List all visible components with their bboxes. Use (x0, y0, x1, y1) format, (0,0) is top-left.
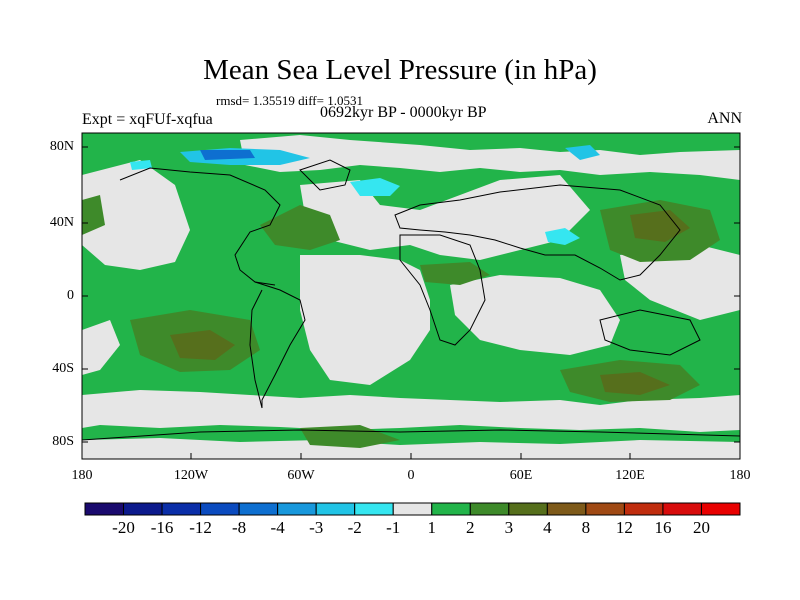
colorbar-box (662, 502, 702, 516)
colorbar-box (585, 502, 625, 516)
neutral-region (82, 160, 190, 270)
colorbar-label: 1 (427, 518, 437, 537)
colorbar-box (277, 502, 317, 516)
positive-region (420, 262, 490, 285)
colorbar-label: 2 (466, 518, 475, 537)
lon-label: 60W (287, 468, 315, 483)
season-label: ANN (707, 110, 742, 127)
positive-core (600, 372, 670, 395)
colorbar-box (546, 502, 587, 516)
coastlines (82, 159, 740, 441)
positive-region (82, 195, 105, 235)
stats-text: rmsd= 1.35519 diff= 1.0531 (216, 93, 363, 108)
positive-core (630, 210, 690, 242)
map-field (82, 133, 740, 459)
colorbar-label: -3 (309, 518, 324, 537)
colorbar-label: 12 (615, 518, 633, 537)
neutral-region (300, 175, 590, 260)
lon-label: 180 (729, 468, 751, 483)
lon-label: 120E (615, 468, 645, 483)
axis-ticks (82, 146, 740, 459)
negative-core (200, 150, 255, 160)
lon-label: 120W (173, 468, 209, 483)
colorbar-box (469, 502, 510, 516)
negative-region (130, 160, 152, 170)
colorbar-box (238, 502, 279, 516)
lat-label: 40S (52, 361, 74, 376)
colorbar-label: 20 (692, 518, 710, 537)
colorbar-label: -4 (270, 518, 285, 537)
colorbar-box (354, 502, 394, 516)
colorbar-label: -16 (150, 518, 174, 537)
colorbar-box (84, 502, 125, 516)
colorbar-label: -8 (232, 518, 247, 537)
lon-label: 60E (509, 468, 533, 483)
colorbar-label: 4 (543, 518, 552, 537)
positive-core (170, 330, 235, 360)
colorbar-box (700, 502, 741, 516)
colorbar-box (431, 502, 471, 516)
lat-label: 40N (49, 215, 74, 230)
colorbar-label: 16 (654, 518, 672, 537)
colorbar-label: -12 (189, 518, 212, 537)
neutral-region (240, 135, 740, 180)
period-label: 0692kyr BP - 0000kyr BP (320, 104, 487, 121)
colorbar-box (315, 502, 356, 516)
colorbar-label: -1 (386, 518, 401, 537)
colorbar-box (200, 502, 240, 516)
neutral-region (82, 320, 120, 375)
colorbar-box (161, 502, 202, 516)
lat-label: 0 (67, 288, 74, 303)
colorbar-label: 3 (504, 518, 514, 537)
colorbar-label: -2 (347, 518, 362, 537)
negative-region (565, 145, 600, 160)
neutral-region (82, 390, 740, 432)
colorbar-box (123, 502, 163, 516)
colorbar-box (508, 502, 548, 516)
neutral-region (300, 255, 430, 385)
negative-region (350, 178, 400, 196)
lon-label: 180 (71, 468, 93, 483)
negative-region (545, 228, 580, 245)
lat-label: 80S (52, 434, 74, 449)
lat-label: 80N (49, 139, 74, 154)
colorbar-box (392, 502, 433, 516)
colorbar-box (623, 502, 664, 516)
neutral-region (620, 245, 740, 320)
colorbar-label: -20 (112, 518, 135, 537)
positive-region (260, 205, 340, 250)
colorbar-label: 8 (581, 518, 591, 537)
map-title: Mean Sea Level Pressure (in hPa) (203, 54, 597, 86)
lon-label: 0 (407, 468, 415, 483)
experiment-label: Expt = xqFUf-xqfua (82, 111, 213, 128)
colorbar (84, 502, 741, 516)
neutral-region (82, 438, 740, 459)
neutral-region (450, 275, 620, 355)
